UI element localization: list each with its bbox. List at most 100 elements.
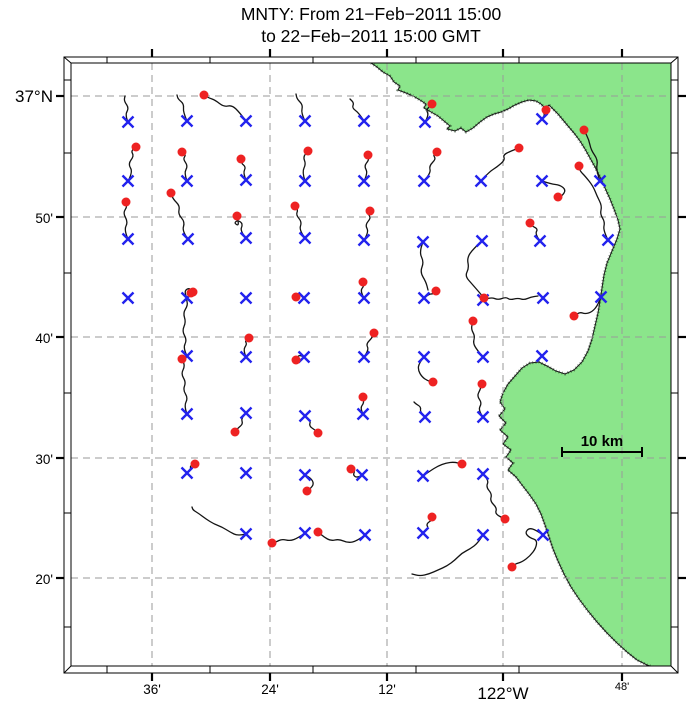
end-marker-dot xyxy=(290,201,300,211)
end-marker-dot xyxy=(457,459,467,469)
land-layer xyxy=(370,63,671,666)
end-marker-dot xyxy=(166,188,176,198)
start-marker-x xyxy=(298,114,312,128)
frame-inner xyxy=(70,62,672,667)
end-marker-dot xyxy=(369,328,379,338)
trajectory-path xyxy=(302,150,309,182)
y-axis-tick-label: 30' xyxy=(35,452,53,467)
frame-outer xyxy=(63,56,679,674)
trajectory-path xyxy=(424,103,433,123)
trajectory-path xyxy=(317,531,366,543)
end-marker-dot xyxy=(365,206,375,216)
trajectory-path xyxy=(422,461,463,477)
end-marker-dot xyxy=(190,459,200,469)
start-marker-x xyxy=(418,115,432,129)
y-axis-tick-label: 20' xyxy=(35,572,53,587)
start-marker-x xyxy=(121,174,135,188)
start-marker-x xyxy=(476,467,490,481)
trajectory-path xyxy=(482,295,539,301)
x-axis-tick-label: 24' xyxy=(261,682,279,697)
start-marker-x xyxy=(239,173,253,187)
start-marker-x xyxy=(418,410,432,424)
scale-bar-label: 10 km xyxy=(581,433,624,450)
end-marker-dot xyxy=(313,428,323,438)
trajectory-path xyxy=(583,129,601,182)
start-marker-x xyxy=(357,174,371,188)
start-marker-x xyxy=(355,468,369,482)
end-marker-dot xyxy=(291,292,301,302)
start-marker-x xyxy=(536,291,550,305)
trajectory-path xyxy=(170,192,189,240)
trajectory-path xyxy=(480,147,520,182)
trajectory-path xyxy=(123,95,129,123)
axis-ticks xyxy=(56,49,686,681)
end-marker-dot xyxy=(358,277,368,287)
scale-bar: 10 km xyxy=(561,433,643,457)
trajectory-path xyxy=(176,94,188,122)
land-polygon xyxy=(371,63,671,666)
start-marker-x xyxy=(239,231,253,245)
end-marker-dot xyxy=(525,218,535,228)
start-marker-x xyxy=(298,174,312,188)
start-marker-x xyxy=(417,291,431,305)
x-axis-tick-label: 36' xyxy=(143,682,161,697)
start-marker-x xyxy=(416,469,430,483)
trajectory-path xyxy=(203,94,247,122)
end-marker-dot xyxy=(468,316,478,326)
trajectory-path xyxy=(363,332,375,358)
frame-corner-bevel xyxy=(63,56,72,64)
start-marker-x xyxy=(121,232,135,246)
start-marker-x xyxy=(535,112,549,126)
start-marker-x xyxy=(297,291,311,305)
end-marker-dot xyxy=(479,293,489,303)
figure-title: MNTY: From 21−Feb−2011 15:00 to 22−Feb−2… xyxy=(64,3,678,47)
end-marker-dot xyxy=(303,146,313,156)
end-marker-dot xyxy=(477,379,487,389)
end-marker-dot xyxy=(346,464,356,474)
x-axis-tick-label: 48' xyxy=(615,681,629,693)
start-marker-x xyxy=(357,114,371,128)
trajectory-path xyxy=(482,473,506,520)
start-marker-x xyxy=(180,114,194,128)
start-marker-x xyxy=(239,406,253,420)
start-marker-x xyxy=(121,291,135,305)
start-marker-x xyxy=(356,407,370,421)
trajectory-path xyxy=(419,241,429,291)
end-marker-dot xyxy=(500,514,510,524)
end-marker-dot xyxy=(131,142,141,152)
trajectory-path xyxy=(511,528,544,568)
trajectory-path xyxy=(349,98,365,122)
end-marker-dot xyxy=(553,192,563,202)
end-marker-dot xyxy=(428,377,438,387)
end-marker-dot xyxy=(199,90,209,100)
start-marker-x xyxy=(476,410,490,424)
start-marker-x xyxy=(594,290,608,304)
end-marker-dot xyxy=(569,311,579,321)
axis-labels: 37°N 50' 40' 30' 20' 36' 24' 12' 122°W 48' xyxy=(15,87,629,703)
trajectory-path xyxy=(578,165,609,241)
start-marker-x xyxy=(298,231,312,245)
end-marker-dot xyxy=(232,211,242,221)
start-marker-x xyxy=(181,232,195,246)
end-marker-dot xyxy=(186,288,196,298)
y-axis-tick-label: 37°N xyxy=(15,87,53,106)
start-marker-x xyxy=(121,115,135,129)
start-marker-x xyxy=(474,174,488,188)
trajectory-path xyxy=(181,358,188,415)
end-marker-dot xyxy=(579,125,589,135)
title-line-1: MNTY: From 21−Feb−2011 15:00 xyxy=(240,4,502,24)
trajectory-path xyxy=(417,356,434,383)
start-marker-x xyxy=(475,234,489,248)
trajectory-path xyxy=(182,292,192,357)
start-marker-x xyxy=(358,528,372,542)
start-marker-x xyxy=(239,527,253,541)
start-marker-x xyxy=(535,349,549,363)
start-marker-x xyxy=(416,235,430,249)
end-marker-dot xyxy=(121,197,131,207)
end-marker-dot xyxy=(177,147,187,157)
end-marker-dot xyxy=(267,538,277,548)
trajectory-path xyxy=(471,320,484,358)
end-marker-dot xyxy=(427,99,437,109)
trajectory-path xyxy=(271,532,306,544)
